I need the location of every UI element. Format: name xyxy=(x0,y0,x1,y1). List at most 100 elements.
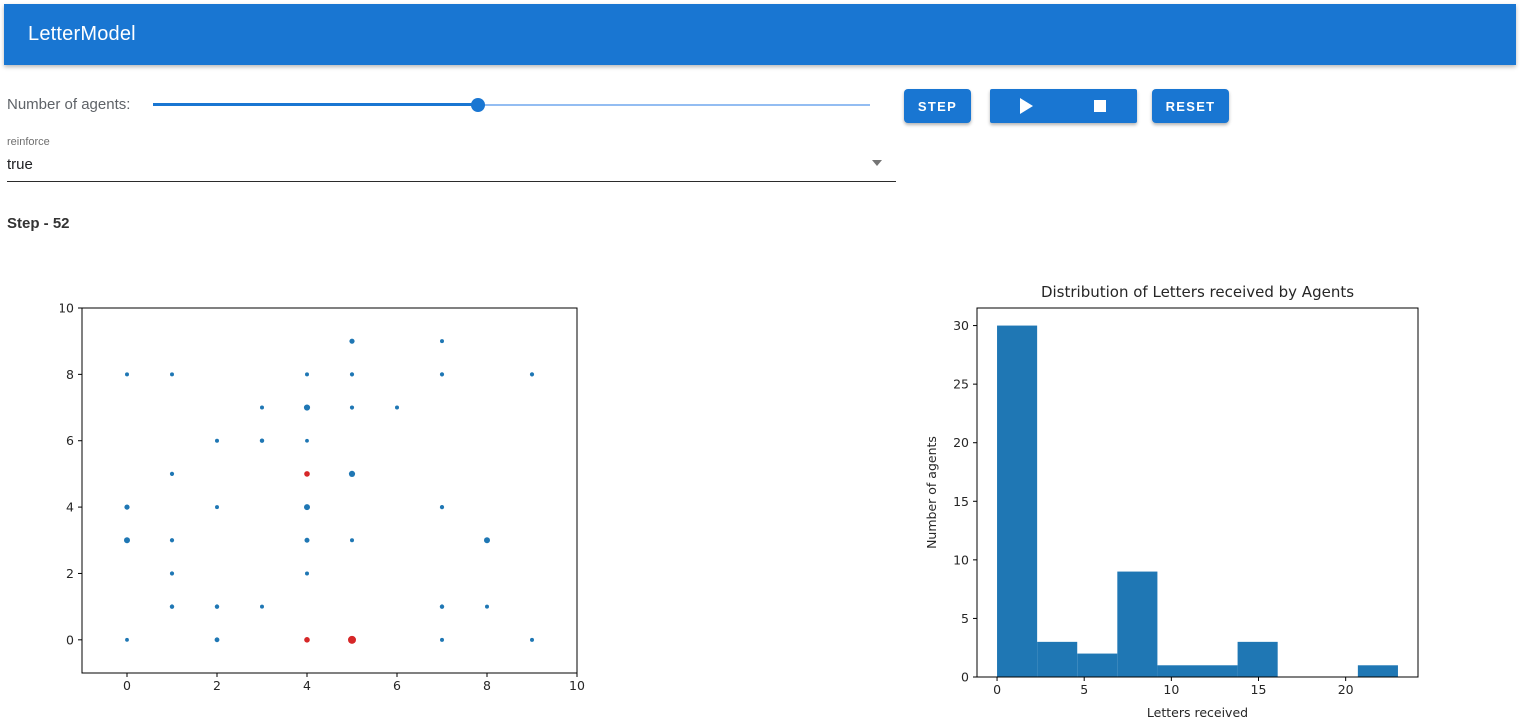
y-tick-label: 0 xyxy=(66,632,74,647)
y-tick-label: 20 xyxy=(953,435,969,450)
slider-track[interactable] xyxy=(153,103,870,106)
y-tick-label: 2 xyxy=(66,566,74,581)
y-tick-label: 10 xyxy=(953,552,969,567)
slider-thumb[interactable] xyxy=(471,97,485,112)
data-point xyxy=(169,538,175,543)
reinforce-select-value: true xyxy=(7,156,33,173)
data-point xyxy=(439,372,445,377)
data-point xyxy=(169,571,175,576)
x-tick-label: 2 xyxy=(213,678,221,693)
stop-button[interactable] xyxy=(1064,89,1138,123)
data-point xyxy=(485,604,489,609)
histogram-bar xyxy=(997,325,1038,677)
x-tick-label: 0 xyxy=(123,678,131,693)
data-point xyxy=(440,637,444,642)
data-point xyxy=(439,504,445,510)
num-agents-slider[interactable] xyxy=(153,96,870,113)
data-point xyxy=(170,372,174,377)
data-point xyxy=(260,405,264,410)
histogram-bar xyxy=(1197,665,1238,677)
app-header: LetterModel xyxy=(4,4,1516,65)
data-point xyxy=(349,372,355,377)
data-point xyxy=(305,571,309,576)
data-point xyxy=(304,637,310,643)
y-tick-label: 5 xyxy=(961,611,969,626)
x-tick-label: 15 xyxy=(1251,682,1267,697)
histogram-bar xyxy=(1237,641,1278,677)
data-point xyxy=(260,604,264,609)
histogram-bar xyxy=(1157,665,1198,677)
data-point xyxy=(304,471,310,477)
histogram-bar xyxy=(1117,571,1158,677)
data-point xyxy=(214,604,220,609)
reinforce-select-label: reinforce xyxy=(7,136,50,148)
data-point xyxy=(350,538,354,543)
data-point xyxy=(303,404,311,411)
y-tick-label: 15 xyxy=(953,494,969,509)
agent-grid-scatter-chart: 0 2 4 6 8 10 0 2 4 6 8 10 xyxy=(60,301,585,694)
select-underline xyxy=(7,181,896,182)
start-button[interactable] xyxy=(990,89,1064,123)
data-point xyxy=(169,471,175,477)
x-tick-label: 4 xyxy=(303,678,311,693)
x-tick-label: 20 xyxy=(1338,682,1354,697)
data-point xyxy=(395,405,399,410)
letters-histogram-chart: 0 5 10 15 20 0 5 10 15 20 25 30 Distribution of Lett… xyxy=(924,283,1419,720)
data-point xyxy=(349,338,355,344)
histogram-bar xyxy=(1037,641,1078,677)
chart-title: Distribution of Letters received by Agen… xyxy=(1041,283,1354,301)
y-tick-label: 30 xyxy=(953,318,969,333)
y-tick-label: 10 xyxy=(60,301,74,316)
dropdown-arrow-icon[interactable] xyxy=(872,160,882,166)
stop-icon xyxy=(1094,100,1107,112)
x-tick-label: 8 xyxy=(483,678,491,693)
data-point xyxy=(440,339,444,344)
data-point xyxy=(304,504,310,511)
step-counter: Step - 52 xyxy=(7,215,70,232)
data-point xyxy=(125,372,129,377)
axes-frame xyxy=(81,307,578,674)
data-point xyxy=(439,604,445,609)
data-point xyxy=(124,504,130,510)
data-point xyxy=(530,637,534,642)
data-point xyxy=(259,438,265,443)
histogram-bar xyxy=(1357,665,1398,677)
histogram-bar xyxy=(1077,653,1118,677)
slider-fill xyxy=(153,103,478,106)
y-axis-label: Number of agents xyxy=(924,436,939,549)
data-point xyxy=(348,470,356,478)
reset-button[interactable]: RESET xyxy=(1152,89,1229,123)
axes-frame xyxy=(976,307,1419,678)
y-tick-label: 4 xyxy=(66,500,74,515)
y-tick-label: 0 xyxy=(961,670,969,685)
y-tick-label: 8 xyxy=(66,367,74,382)
data-point xyxy=(125,637,129,642)
data-point xyxy=(124,537,130,544)
x-tick-label: 6 xyxy=(393,678,401,693)
x-axis-label: Letters received xyxy=(1147,705,1248,720)
x-tick-label: 5 xyxy=(1080,682,1088,697)
data-point xyxy=(215,438,219,443)
data-point xyxy=(215,505,219,510)
data-point xyxy=(305,372,309,377)
step-button[interactable]: STEP xyxy=(904,89,971,123)
y-tick-label: 25 xyxy=(953,377,969,392)
play-icon xyxy=(1020,98,1034,114)
x-tick-label: 0 xyxy=(993,682,1001,697)
app-title: LetterModel xyxy=(28,23,136,45)
x-tick-label: 10 xyxy=(569,678,585,693)
data-point xyxy=(484,537,490,544)
data-point xyxy=(349,405,355,410)
reinforce-select[interactable] xyxy=(0,132,896,182)
y-tick-label: 6 xyxy=(66,433,74,448)
data-point xyxy=(348,635,356,644)
play-stop-button-group xyxy=(990,89,1137,123)
data-point xyxy=(529,372,535,377)
x-tick-label: 10 xyxy=(1163,682,1179,697)
num-agents-label: Number of agents: xyxy=(7,96,131,113)
data-point xyxy=(304,537,310,543)
data-point xyxy=(214,637,220,643)
data-point xyxy=(169,604,175,609)
data-point xyxy=(305,438,309,443)
